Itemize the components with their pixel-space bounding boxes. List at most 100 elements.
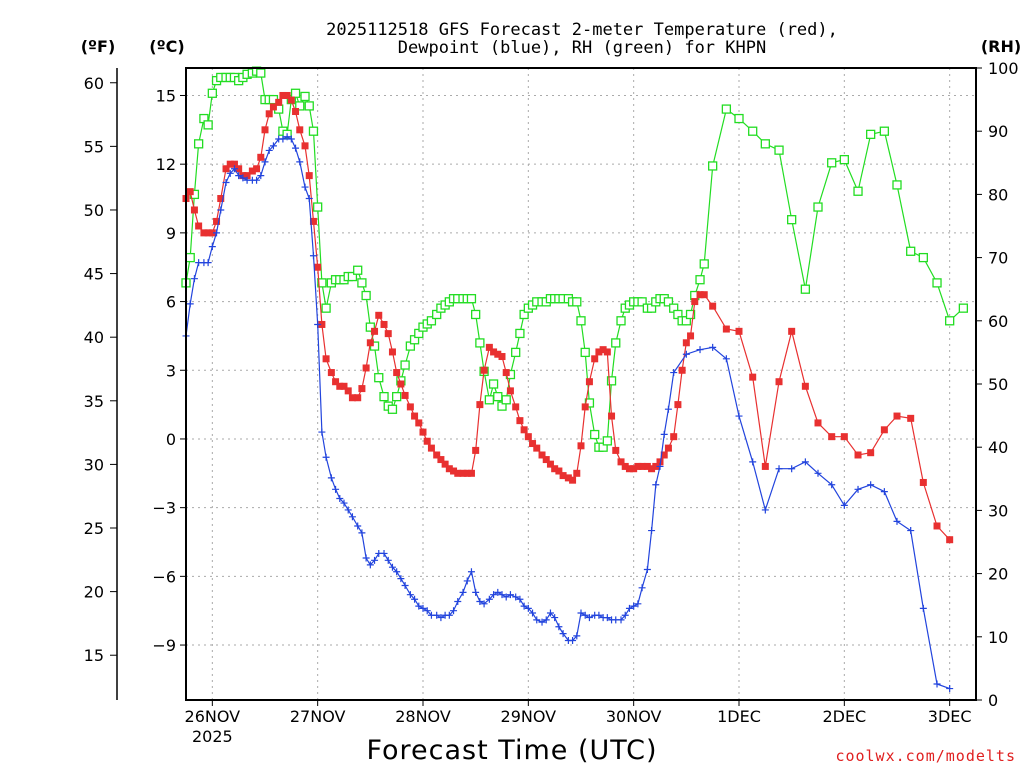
dewpoint-point <box>542 616 550 624</box>
temperature-point <box>296 126 304 134</box>
temperature-point <box>388 348 396 356</box>
celsius-tick-label: 3 <box>166 361 176 380</box>
dewpoint-point <box>450 607 458 615</box>
rh-point <box>295 101 305 111</box>
dewpoint-point <box>314 320 322 328</box>
celsius-tick-label: 9 <box>166 224 176 243</box>
temperature-point <box>204 229 212 237</box>
rh-point <box>606 376 617 386</box>
dewpoint-point <box>656 462 664 470</box>
dewpoint-point <box>854 485 862 493</box>
dewpoint-point <box>269 142 277 150</box>
temperature-point <box>814 419 822 427</box>
dewpoint-point <box>459 588 467 596</box>
dewpoint-point <box>569 636 577 644</box>
fahrenheit-tick-label: 40 <box>84 328 104 347</box>
temperature-point <box>907 414 915 422</box>
temperature-point <box>490 348 498 356</box>
dewpoint-point <box>253 176 261 184</box>
dewpoint-point <box>907 527 915 535</box>
series-2-meter-temperature <box>182 91 954 544</box>
temperature-point <box>643 462 651 470</box>
temperature-point <box>498 353 506 361</box>
temperature-point <box>599 346 607 354</box>
temperature-point <box>946 536 954 544</box>
dewpoint-point <box>204 259 212 267</box>
rh-point <box>663 297 674 307</box>
celsius-tick-label: 12 <box>156 155 176 174</box>
dewpoint-point <box>828 481 836 489</box>
dewpoint-point <box>555 623 563 631</box>
fahrenheit-unit-label: (ºF) <box>81 37 116 56</box>
rh-point <box>685 309 696 320</box>
temperature-point <box>664 444 672 452</box>
temperature-point <box>411 412 419 420</box>
dewpoint-point <box>415 602 423 610</box>
time-tick-label: 2DEC <box>822 707 866 726</box>
time-tick-label: 27NOV <box>290 707 346 726</box>
rh-point <box>193 139 204 149</box>
temperature-point <box>569 476 577 484</box>
dewpoint-point <box>761 506 769 514</box>
rh-point <box>511 347 521 358</box>
dewpoint-point <box>933 680 941 688</box>
temperature-point <box>867 449 875 457</box>
temperature-point <box>700 291 708 299</box>
temperature-point <box>287 96 295 104</box>
celsius-unit-label: (ºC) <box>149 37 184 56</box>
dewpoint-point <box>490 591 498 599</box>
temperature-point <box>840 433 848 441</box>
temperature-point <box>630 465 638 473</box>
fahrenheit-tick-label: 30 <box>84 455 104 474</box>
dewpoint-point <box>652 481 660 489</box>
rh-point <box>695 275 705 285</box>
dewpoint-point <box>344 506 352 514</box>
time-tick-label: 1DEC <box>717 707 761 726</box>
temperature-point <box>919 478 927 486</box>
dewpoint-point <box>208 243 216 251</box>
temperature-point <box>674 401 682 409</box>
dewpoint-point <box>643 565 651 573</box>
rh-point <box>361 290 371 301</box>
celsius-axis: −9 −6 −3 0 3 6 9 12 15 <box>152 86 186 655</box>
temperature-point <box>459 469 467 477</box>
dewpoint-point <box>485 595 493 603</box>
rh-point <box>347 271 358 282</box>
celsius-tick-label: −9 <box>152 636 176 655</box>
temperature-point <box>801 382 809 390</box>
rh-point <box>317 278 327 288</box>
rh-point <box>365 322 375 332</box>
temperature-point <box>269 103 277 111</box>
temperature-point <box>336 382 344 390</box>
fahrenheit-tick-label: 20 <box>84 583 104 602</box>
temperature-point <box>516 417 524 425</box>
dewpoint-point <box>354 522 362 530</box>
temperature-point <box>691 298 699 306</box>
dewpoint-point <box>406 591 414 599</box>
dewpoint-point <box>366 561 374 569</box>
rh-point <box>787 215 797 225</box>
rh-point <box>800 284 811 294</box>
rh-tick-label: 20 <box>988 565 1008 584</box>
temperature-point <box>529 440 537 448</box>
rh-point <box>426 316 437 326</box>
temperature-point <box>393 369 401 377</box>
dewpoint-point <box>520 602 528 610</box>
temperature-point <box>749 373 757 381</box>
dewpoint-point <box>722 355 730 363</box>
rh-tick-label: 100 <box>988 59 1019 78</box>
dewpoint-point <box>648 527 656 535</box>
dewpoint-point <box>625 604 633 612</box>
dewpoint-point <box>880 488 888 496</box>
temperature-point <box>380 320 388 328</box>
rh-point <box>515 328 525 339</box>
temperature-point <box>485 343 493 351</box>
temperature-point <box>467 469 475 477</box>
temperature-point <box>419 428 427 436</box>
temperature-point <box>585 378 593 386</box>
dewpoint-point <box>467 568 475 576</box>
rh-point <box>493 391 503 402</box>
temperature-point <box>235 165 243 173</box>
temperature-point <box>502 369 510 377</box>
